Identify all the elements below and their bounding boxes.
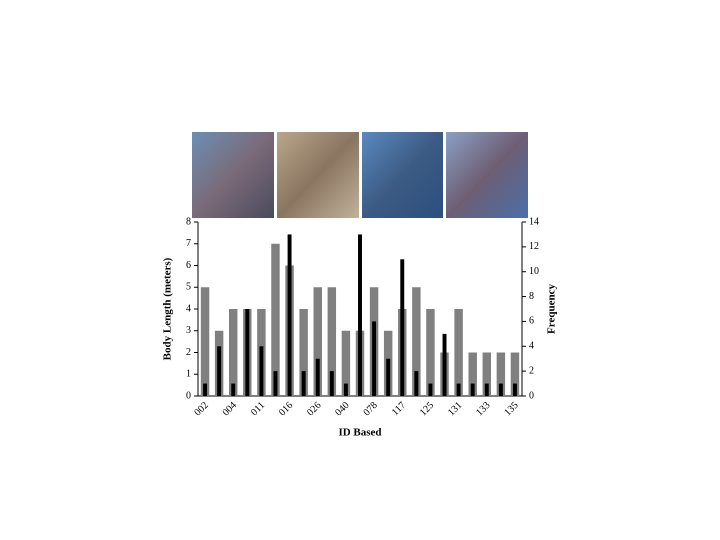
y2-tick-label: 2 — [529, 365, 534, 376]
y-tick-label: 6 — [186, 260, 191, 271]
y2-axis-title: Frequency — [546, 284, 558, 334]
bar — [372, 321, 377, 396]
photo — [446, 132, 528, 218]
bar — [259, 346, 264, 396]
x-tick-label: 131 — [446, 400, 464, 418]
y2-tick-label: 12 — [529, 241, 539, 252]
bar — [200, 287, 210, 396]
bar — [217, 346, 222, 396]
x-tick-label: 040 — [333, 400, 351, 418]
bar — [245, 309, 250, 396]
y2-tick-label: 8 — [529, 291, 534, 302]
bar — [426, 309, 435, 396]
y2-tick-label: 6 — [529, 316, 534, 327]
y-tick-label: 3 — [186, 325, 191, 336]
bar — [512, 383, 517, 396]
bar — [231, 383, 236, 396]
bar — [271, 243, 280, 396]
bar — [273, 371, 278, 396]
x-tick-label: 011 — [249, 400, 267, 418]
photo — [362, 132, 443, 218]
bar — [329, 371, 334, 396]
x-tick-label: 004 — [221, 400, 239, 418]
bar — [510, 352, 520, 396]
y2-tick-label: 14 — [529, 216, 539, 227]
x-tick-label: 117 — [390, 400, 408, 418]
bar — [299, 309, 308, 396]
y2-tick-label: 4 — [529, 341, 534, 352]
y-tick-label: 7 — [186, 238, 191, 249]
bar — [287, 234, 292, 396]
y-tick-label: 0 — [186, 390, 191, 401]
bar — [484, 383, 489, 396]
bar — [442, 333, 447, 396]
bar — [456, 383, 461, 396]
bar — [386, 358, 391, 396]
bar — [400, 259, 405, 396]
bar — [470, 383, 475, 396]
bar — [228, 309, 238, 396]
y-tick-label: 8 — [186, 216, 191, 227]
photo — [277, 132, 359, 218]
bar — [468, 352, 477, 396]
y-tick-label: 1 — [186, 369, 191, 380]
x-tick-label: 016 — [277, 400, 295, 418]
photo-strip — [192, 132, 528, 218]
bar — [301, 371, 306, 396]
x-tick-label: 026 — [305, 400, 323, 418]
bar — [454, 309, 463, 396]
bar — [414, 371, 419, 396]
y2-tick-label: 0 — [529, 390, 534, 401]
bar — [341, 330, 351, 396]
bar — [496, 352, 506, 396]
bar — [498, 383, 503, 396]
bar — [428, 383, 433, 396]
x-axis-title: ID Based — [338, 427, 381, 439]
photo — [192, 132, 274, 218]
bar — [358, 234, 362, 396]
bar — [343, 383, 348, 396]
x-tick-label: 002 — [192, 400, 210, 418]
bar — [315, 358, 320, 396]
y2-tick-label: 10 — [529, 266, 539, 277]
x-tick-label: 125 — [418, 400, 436, 418]
y-tick-label: 4 — [186, 303, 191, 314]
bar — [313, 287, 322, 396]
y-tick-label: 2 — [186, 347, 191, 358]
bar — [412, 287, 421, 396]
y-tick-label: 5 — [186, 282, 191, 293]
x-tick-label: 135 — [502, 400, 520, 418]
bar — [482, 352, 492, 396]
bar — [327, 287, 337, 396]
x-tick-label: 078 — [361, 400, 379, 418]
y-axis-title: Body Length (meters) — [162, 257, 174, 360]
bar — [203, 383, 208, 396]
x-tick-label: 133 — [474, 400, 492, 418]
